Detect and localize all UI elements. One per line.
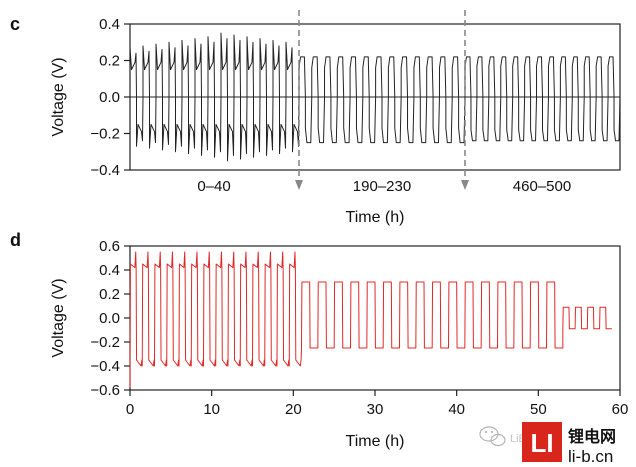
panel-d-ytick-label: −0.6	[90, 382, 120, 399]
panel-c-y-axis: 0.4 0.2 0.0 −0.2 −0.4	[90, 16, 620, 179]
wechat-icon	[479, 426, 506, 447]
panel-d-ytick-label: −0.4	[90, 358, 120, 375]
panel-d-series-line	[129, 251, 612, 388]
panel-c-ylabel: Voltage (V)	[50, 57, 67, 136]
panel-c-segment-label: 460–500	[513, 178, 571, 195]
panel-c-divider-arrow-2	[461, 180, 469, 190]
panel-c-ytick-label: −0.4	[90, 162, 120, 179]
panel-d-xtick-label: 40	[448, 401, 465, 418]
panel-d-ytick-label: 0.4	[99, 262, 120, 279]
panel-d-ytick-label: 0.6	[99, 238, 120, 255]
watermark-logo	[522, 422, 562, 462]
panel-c-series-line-2	[298, 56, 466, 144]
watermark-brand-url: li-b.cn	[568, 447, 613, 466]
panel-c-xlabel: Time (h)	[346, 209, 405, 226]
panel-c-ytick-label: 0.2	[99, 53, 120, 70]
panel-d-xtick-label: 10	[203, 401, 220, 418]
panel-d-ytick-label: 0.0	[99, 310, 120, 327]
watermark-brand-cn: 锂电网	[568, 427, 616, 446]
panel-d-ytick-label: −0.2	[90, 334, 120, 351]
panel-c-series	[129, 32, 621, 162]
panel-d-xtick-label: 20	[285, 401, 302, 418]
panel-c-series-line-1	[129, 32, 300, 162]
watermark: LiBattery LI 锂电网 li-b.cn	[479, 422, 616, 466]
panel-c-dividers	[295, 10, 469, 190]
panel-c-ytick-label: 0.4	[99, 16, 120, 33]
panel-c-segment-label: 0–40	[197, 178, 230, 195]
panel-c-segment-label: 190–230	[353, 178, 411, 195]
panel-d-xtick-label: 50	[530, 401, 547, 418]
panel-d-xtick-label: 30	[367, 401, 384, 418]
panel-c-series-line-3	[464, 56, 621, 142]
panel-d-axes: 0.6 0.4 0.2 0.0 −0.2 −0.4 −0.6 0 10 20 30 40 50 60	[90, 238, 628, 418]
panel-d-xlabel: Time (h)	[346, 433, 405, 450]
panel-d-ylabel: Voltage (V)	[50, 278, 67, 357]
panel-d-xtick-label: 0	[126, 401, 134, 418]
panel-c-plot: 0.4 0.2 0.0 −0.2 −0.4 0–40 190–230 460–500	[90, 10, 621, 195]
panel-d-ytick-label: 0.2	[99, 286, 120, 303]
panel-d-plot: 0.6 0.4 0.2 0.0 −0.2 −0.4 −0.6 0 10 20 30 40 50 60	[90, 238, 628, 418]
panel-c-letter: c	[10, 14, 20, 34]
watermark-logo-text: LI	[530, 428, 553, 458]
panel-c-divider-arrow-1	[295, 180, 303, 190]
panel-c-ytick-label: −0.2	[90, 126, 120, 143]
panel-c-ytick-label: 0.0	[99, 89, 120, 106]
panel-c-segment-labels: 0–40 190–230 460–500	[197, 178, 571, 195]
panel-d-letter: d	[10, 230, 21, 250]
panel-d-series	[129, 251, 612, 388]
panel-d-xtick-label: 60	[612, 401, 629, 418]
